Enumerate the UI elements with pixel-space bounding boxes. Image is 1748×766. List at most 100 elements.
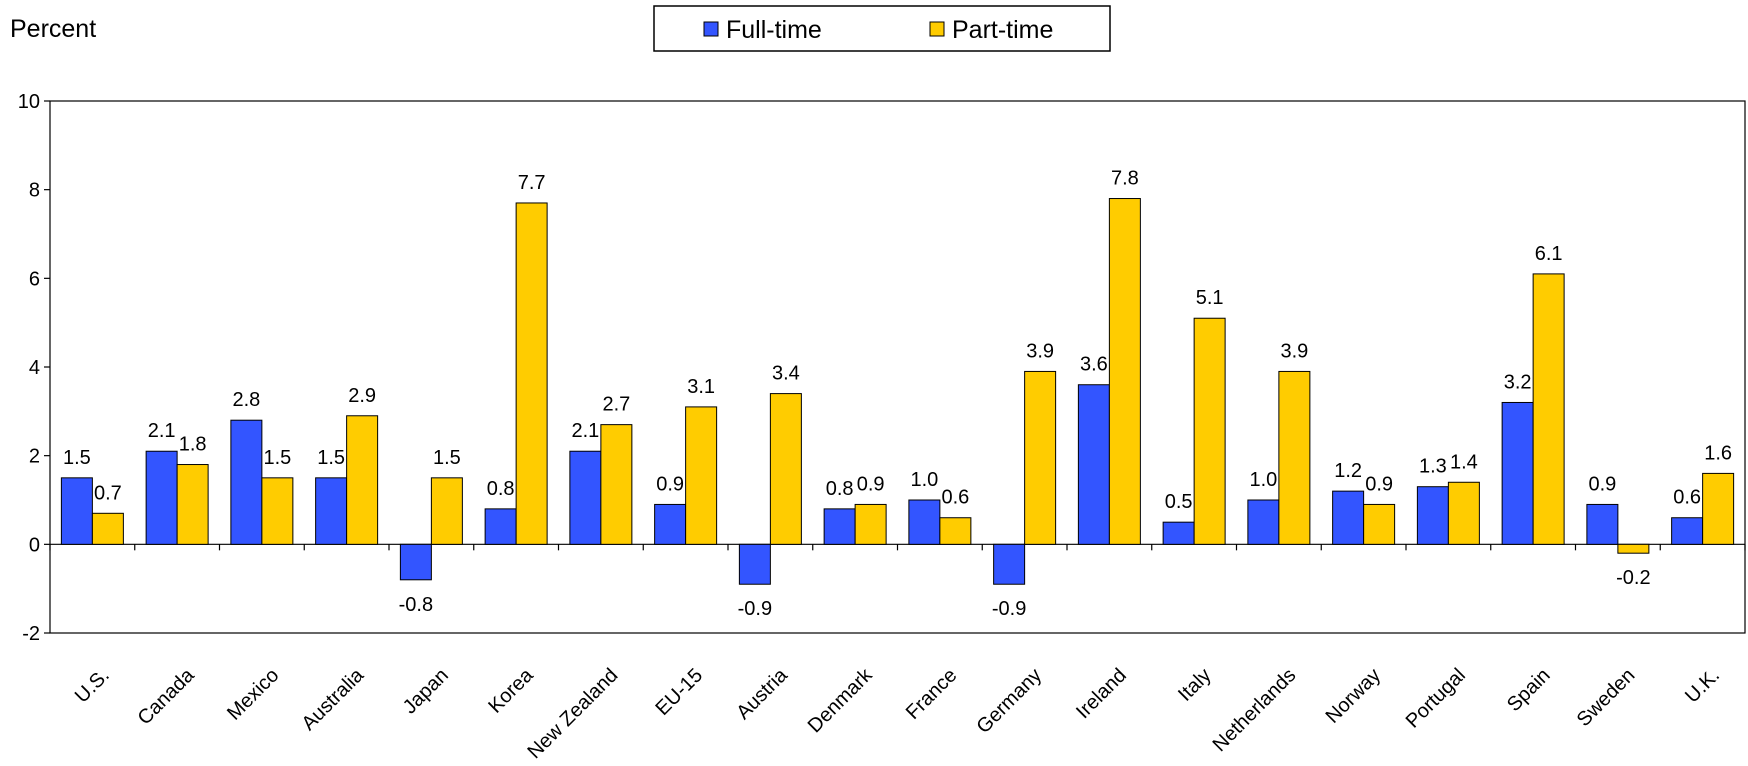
bar-full-time <box>399 543 432 581</box>
data-label-part-time: 0.9 <box>857 473 885 495</box>
bar-full-time <box>60 477 93 545</box>
x-tick-label: EU-15 <box>652 664 708 720</box>
y-tick-label: 4 <box>29 357 40 379</box>
bar-full-time <box>484 508 517 545</box>
bar-part-time <box>430 477 463 545</box>
x-tick-label: Denmark <box>804 664 878 738</box>
data-label-full-time: -0.9 <box>992 598 1026 620</box>
bar-part-time <box>1447 481 1480 545</box>
plot-frame <box>49 100 1746 634</box>
data-label-part-time: -0.2 <box>1616 567 1650 589</box>
bar-full-time <box>1247 499 1280 545</box>
bar-full-time <box>654 503 687 545</box>
x-tick-label: Norway <box>1322 664 1385 727</box>
data-label-part-time: 5.1 <box>1196 287 1224 309</box>
data-label-full-time: 0.9 <box>1588 473 1616 495</box>
data-label-full-time: 1.5 <box>317 447 345 469</box>
x-tick-label: U.S. <box>71 664 114 707</box>
y-tick-label: -2 <box>22 623 40 645</box>
data-label-part-time: 7.7 <box>518 172 546 194</box>
x-tick-label: Australia <box>298 664 369 735</box>
data-label-part-time: 0.9 <box>1365 473 1393 495</box>
x-tick-label: Italy <box>1174 664 1215 705</box>
data-label-part-time: 3.1 <box>687 376 715 398</box>
data-label-full-time: 1.3 <box>1419 456 1447 478</box>
bar-full-time <box>1077 384 1110 545</box>
y-axis-title: Percent <box>10 15 96 43</box>
bar-part-time <box>685 406 718 545</box>
bar-part-time <box>261 477 294 545</box>
data-label-part-time: 1.4 <box>1450 451 1478 473</box>
bar-full-time <box>993 543 1026 585</box>
bar-part-time <box>1702 472 1735 545</box>
bar-full-time <box>1416 486 1449 545</box>
y-tick-label: 10 <box>18 91 40 113</box>
x-tick-label: Spain <box>1503 664 1555 716</box>
bar-full-time <box>569 450 602 545</box>
bar-full-time <box>315 477 348 545</box>
data-label-full-time: 1.2 <box>1334 460 1362 482</box>
y-tick-label: 2 <box>29 446 40 468</box>
data-label-full-time: 0.6 <box>1673 487 1701 509</box>
bar-full-time <box>230 419 263 545</box>
y-tick-label: 6 <box>29 268 40 290</box>
bar-full-time <box>145 450 178 545</box>
data-label-full-time: 0.5 <box>1165 491 1193 513</box>
legend: Full-time Part-time <box>653 5 1111 52</box>
legend-swatch-part-time <box>929 21 945 37</box>
data-label-part-time: 3.9 <box>1026 340 1054 362</box>
x-tick-label: U.K. <box>1681 664 1724 707</box>
data-label-part-time: 0.6 <box>941 487 969 509</box>
data-label-part-time: 3.9 <box>1280 340 1308 362</box>
data-label-part-time: 3.4 <box>772 363 800 385</box>
bar-full-time <box>1162 521 1195 545</box>
data-label-full-time: 1.0 <box>1249 469 1277 491</box>
data-label-full-time: 1.0 <box>910 469 938 491</box>
x-tick-label: Mexico <box>223 664 283 724</box>
data-label-full-time: -0.9 <box>738 598 772 620</box>
plot-area: -202468101.50.7U.S.2.11.8Canada2.81.5Mex… <box>18 91 1746 763</box>
x-tick-label: Canada <box>134 664 200 730</box>
x-tick-label: Portugal <box>1402 664 1470 732</box>
data-label-full-time: -0.8 <box>399 594 433 616</box>
data-label-part-time: 1.5 <box>433 447 461 469</box>
data-label-full-time: 3.2 <box>1504 371 1532 393</box>
x-tick-label: France <box>902 664 962 724</box>
bar-full-time <box>1332 490 1365 545</box>
data-label-part-time: 1.5 <box>263 447 291 469</box>
data-label-part-time: 2.9 <box>348 385 376 407</box>
bar-full-time <box>823 508 856 545</box>
x-tick-label: Ireland <box>1072 664 1131 723</box>
bar-part-time <box>1617 543 1650 554</box>
x-tick-label: Korea <box>484 664 538 718</box>
bar-part-time <box>346 415 379 545</box>
data-label-part-time: 7.8 <box>1111 168 1139 190</box>
bar-full-time <box>908 499 941 545</box>
bar-part-time <box>854 503 887 545</box>
data-label-full-time: 0.8 <box>487 478 515 500</box>
bar-part-time <box>1363 503 1396 545</box>
bar-part-time <box>1532 273 1565 545</box>
x-tick-label: Sweden <box>1573 664 1640 731</box>
data-label-full-time: 0.9 <box>656 473 684 495</box>
x-tick-label: New Zealand <box>524 664 623 761</box>
bar-full-time <box>738 543 771 585</box>
bar-part-time <box>1024 370 1057 545</box>
bar-part-time <box>1193 317 1226 545</box>
bar-part-time <box>176 464 209 545</box>
data-label-full-time: 1.5 <box>63 447 91 469</box>
bar-part-time <box>769 393 802 545</box>
bar-full-time <box>1501 401 1534 545</box>
data-label-full-time: 3.6 <box>1080 354 1108 376</box>
y-tick-label: 8 <box>29 180 40 202</box>
data-label-part-time: 1.6 <box>1704 442 1732 464</box>
bar-part-time <box>91 512 124 545</box>
data-label-part-time: 0.7 <box>94 482 122 504</box>
data-label-full-time: 2.1 <box>571 420 599 442</box>
bar-part-time <box>1278 370 1311 545</box>
x-tick-label: Germany <box>972 664 1046 738</box>
x-tick-label: Netherlands <box>1209 664 1301 756</box>
bar-full-time <box>1671 517 1704 545</box>
